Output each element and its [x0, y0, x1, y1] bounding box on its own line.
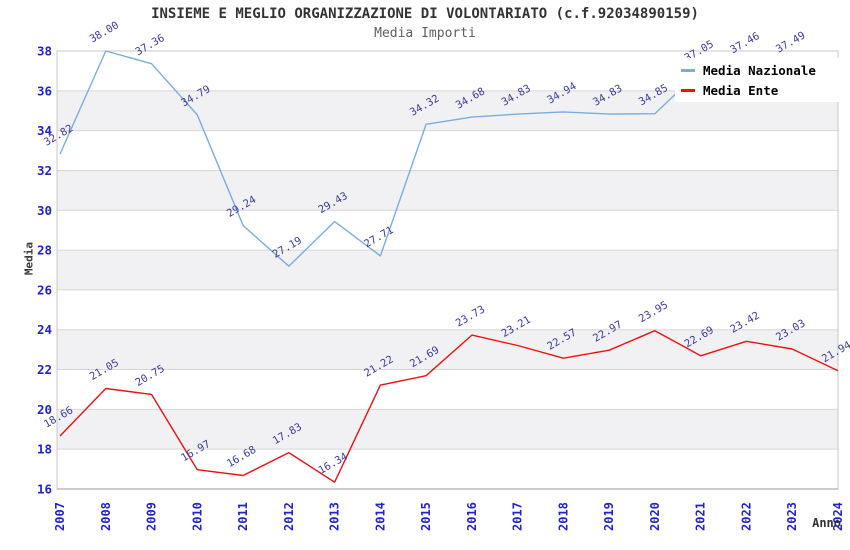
x-tick-label: 2018 [556, 502, 570, 531]
y-tick-label: 16 [37, 482, 52, 497]
x-tick-label: 2021 [694, 502, 708, 531]
grid-band [57, 329, 838, 370]
data-label: 23.73 [454, 303, 487, 329]
legend-item-media-nazionale: Media Nazionale [675, 61, 843, 79]
data-label: 37.46 [728, 30, 761, 56]
y-tick-label: 24 [37, 322, 52, 337]
x-tick-label: 2019 [602, 502, 616, 531]
x-tick-label: 2016 [465, 502, 479, 531]
x-tick-label: 2013 [328, 502, 342, 531]
series-line-media-ente [59, 330, 839, 483]
x-tick-label: 2008 [99, 502, 113, 531]
chart-title: INSIEME E MEGLIO ORGANIZZAZIONE DI VOLON… [151, 6, 699, 22]
x-tick-label: 2012 [282, 502, 296, 531]
x-tick-label: 2014 [373, 502, 387, 531]
grid-band [57, 170, 838, 211]
legend-item-media-ente: Media Ente [675, 81, 843, 99]
chart-legend: Media Nazionale Media Ente [675, 58, 843, 102]
data-label: 37.49 [774, 29, 807, 55]
data-label: 16.34 [316, 451, 349, 477]
series-line-media-nazionale [59, 50, 793, 267]
x-tick-label: 2024 [831, 502, 845, 531]
grid-band [57, 250, 838, 290]
y-tick-label: 38 [37, 44, 52, 59]
media-nazionale-line-swatch-icon [681, 68, 695, 72]
x-tick-label: 2023 [785, 502, 799, 531]
data-label: 27.71 [362, 224, 395, 250]
x-tick-label: 2011 [236, 502, 250, 531]
media-ente-line-swatch-icon [681, 88, 695, 92]
x-tick-label: 2007 [53, 502, 67, 531]
x-tick-label: 2010 [190, 502, 204, 531]
legend-label-media-ente: Media Ente [703, 82, 779, 98]
y-tick-label: 32 [37, 163, 52, 178]
y-tick-label: 26 [37, 282, 52, 297]
x-axis-title: Anno [812, 516, 841, 530]
y-tick-label: 28 [37, 243, 52, 258]
data-label: 38.00 [88, 19, 121, 45]
y-tick-label: 22 [37, 362, 52, 377]
grid-band [57, 409, 838, 450]
y-tick-label: 34 [37, 123, 52, 138]
x-tick-label: 2020 [648, 502, 662, 531]
x-tick-label: 2022 [739, 502, 753, 531]
y-tick-label: 20 [37, 402, 52, 417]
data-label: 23.95 [637, 299, 670, 325]
data-label: 37.36 [133, 32, 166, 58]
y-tick-label: 36 [37, 83, 52, 98]
y-tick-label: 18 [37, 442, 52, 457]
y-tick-label: 30 [37, 203, 52, 218]
x-tick-label: 2017 [511, 502, 525, 531]
x-tick-label: 2009 [145, 502, 159, 531]
chart-subtitle: Media Importi [374, 26, 476, 41]
legend-label-media-nazionale: Media Nazionale [703, 62, 816, 78]
x-tick-label: 2015 [419, 502, 433, 531]
y-axis-title: Media [22, 241, 36, 276]
